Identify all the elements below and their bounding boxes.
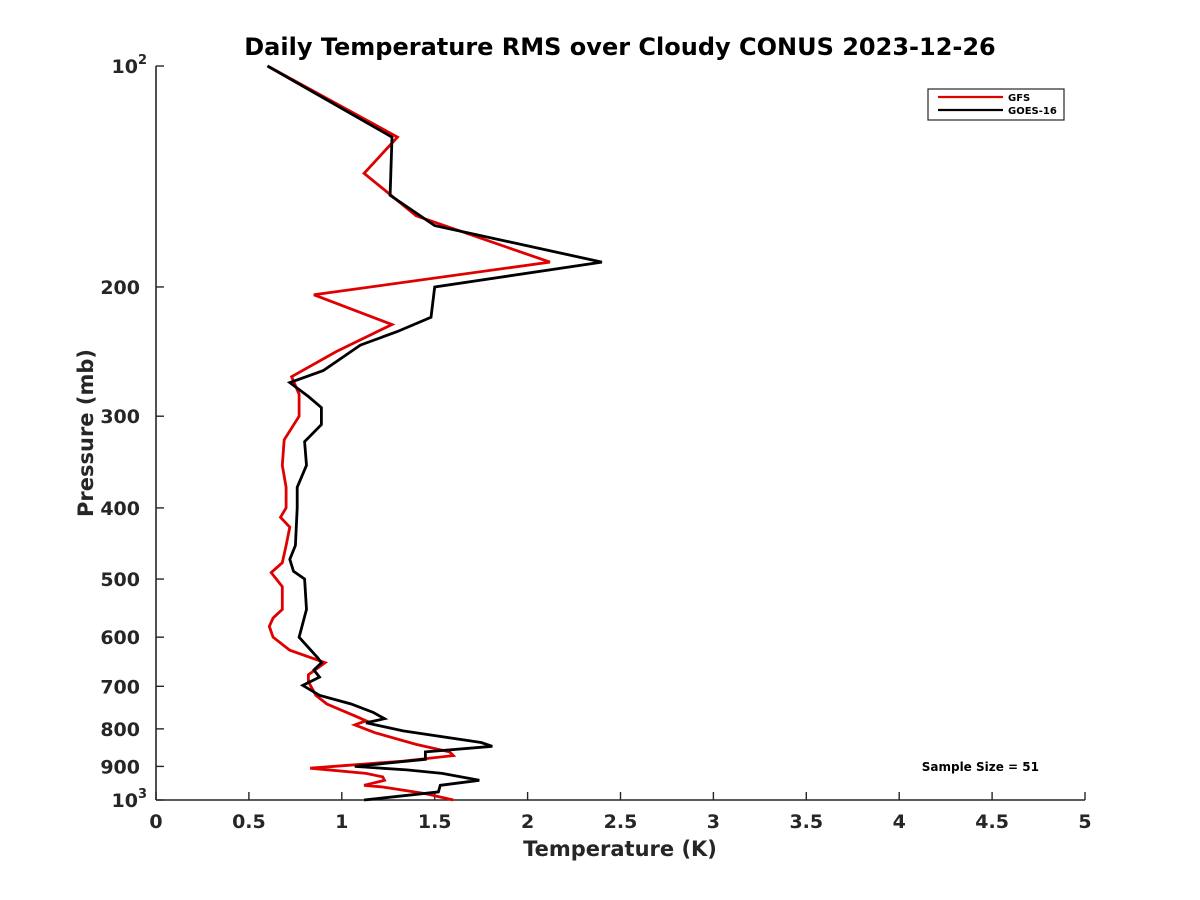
x-tick-label: 0 [149,811,162,833]
x-tick-label: 3 [707,811,720,833]
y-tick-label: 700 [100,676,140,698]
chart-title: Daily Temperature RMS over Cloudy CONUS … [244,33,996,61]
y-tick-exponent: 3 [138,787,147,802]
legend: GFS GOES-16 [927,88,1065,121]
y-tick-label: 500 [100,569,140,591]
x-tick-label: 5 [1078,811,1091,833]
x-tick-label: 2.5 [604,811,638,833]
legend-box [927,88,1065,121]
y-axis-label: Pressure (mb) [74,349,98,517]
y-tick-label: 103 [112,787,148,812]
plot-area: 0 0.5 1 1.5 2 2.5 3 3.5 4 4.5 5 102200300400500600… [100,53,1091,833]
legend-entry-goes-16: GOES-16 [1008,106,1057,117]
y-tick-base: 10 [112,56,138,78]
y-tick-label: 600 [100,627,140,649]
x-tick-label: 0.5 [232,811,266,833]
series-lines [266,64,603,802]
y-tick-label: 800 [100,719,140,741]
y-tick-label: 300 [100,406,140,428]
x-tick-label: 4.5 [975,811,1009,833]
x-tick-label: 2 [521,811,534,833]
x-tick-label: 4 [893,811,906,833]
series-line-goes-16 [266,64,603,802]
x-tick-label: 1 [335,811,348,833]
sample-size-annotation: Sample Size = 51 [922,760,1039,774]
y-tick-label: 900 [100,756,140,778]
y-tick-base: 10 [112,790,138,812]
y-tick-exponent: 2 [138,53,147,68]
x-ticks: 0 0.5 1 1.5 2 2.5 3 3.5 4 4.5 5 [149,792,1092,833]
x-axis-label: Temperature (K) [523,837,717,861]
y-tick-label: 200 [100,277,140,299]
x-tick-label: 1.5 [418,811,452,833]
y-tick-label: 102 [112,53,148,78]
x-tick-label: 3.5 [789,811,823,833]
legend-entry-gfs: GFS [1008,93,1030,104]
y-tick-label: 400 [100,498,140,520]
